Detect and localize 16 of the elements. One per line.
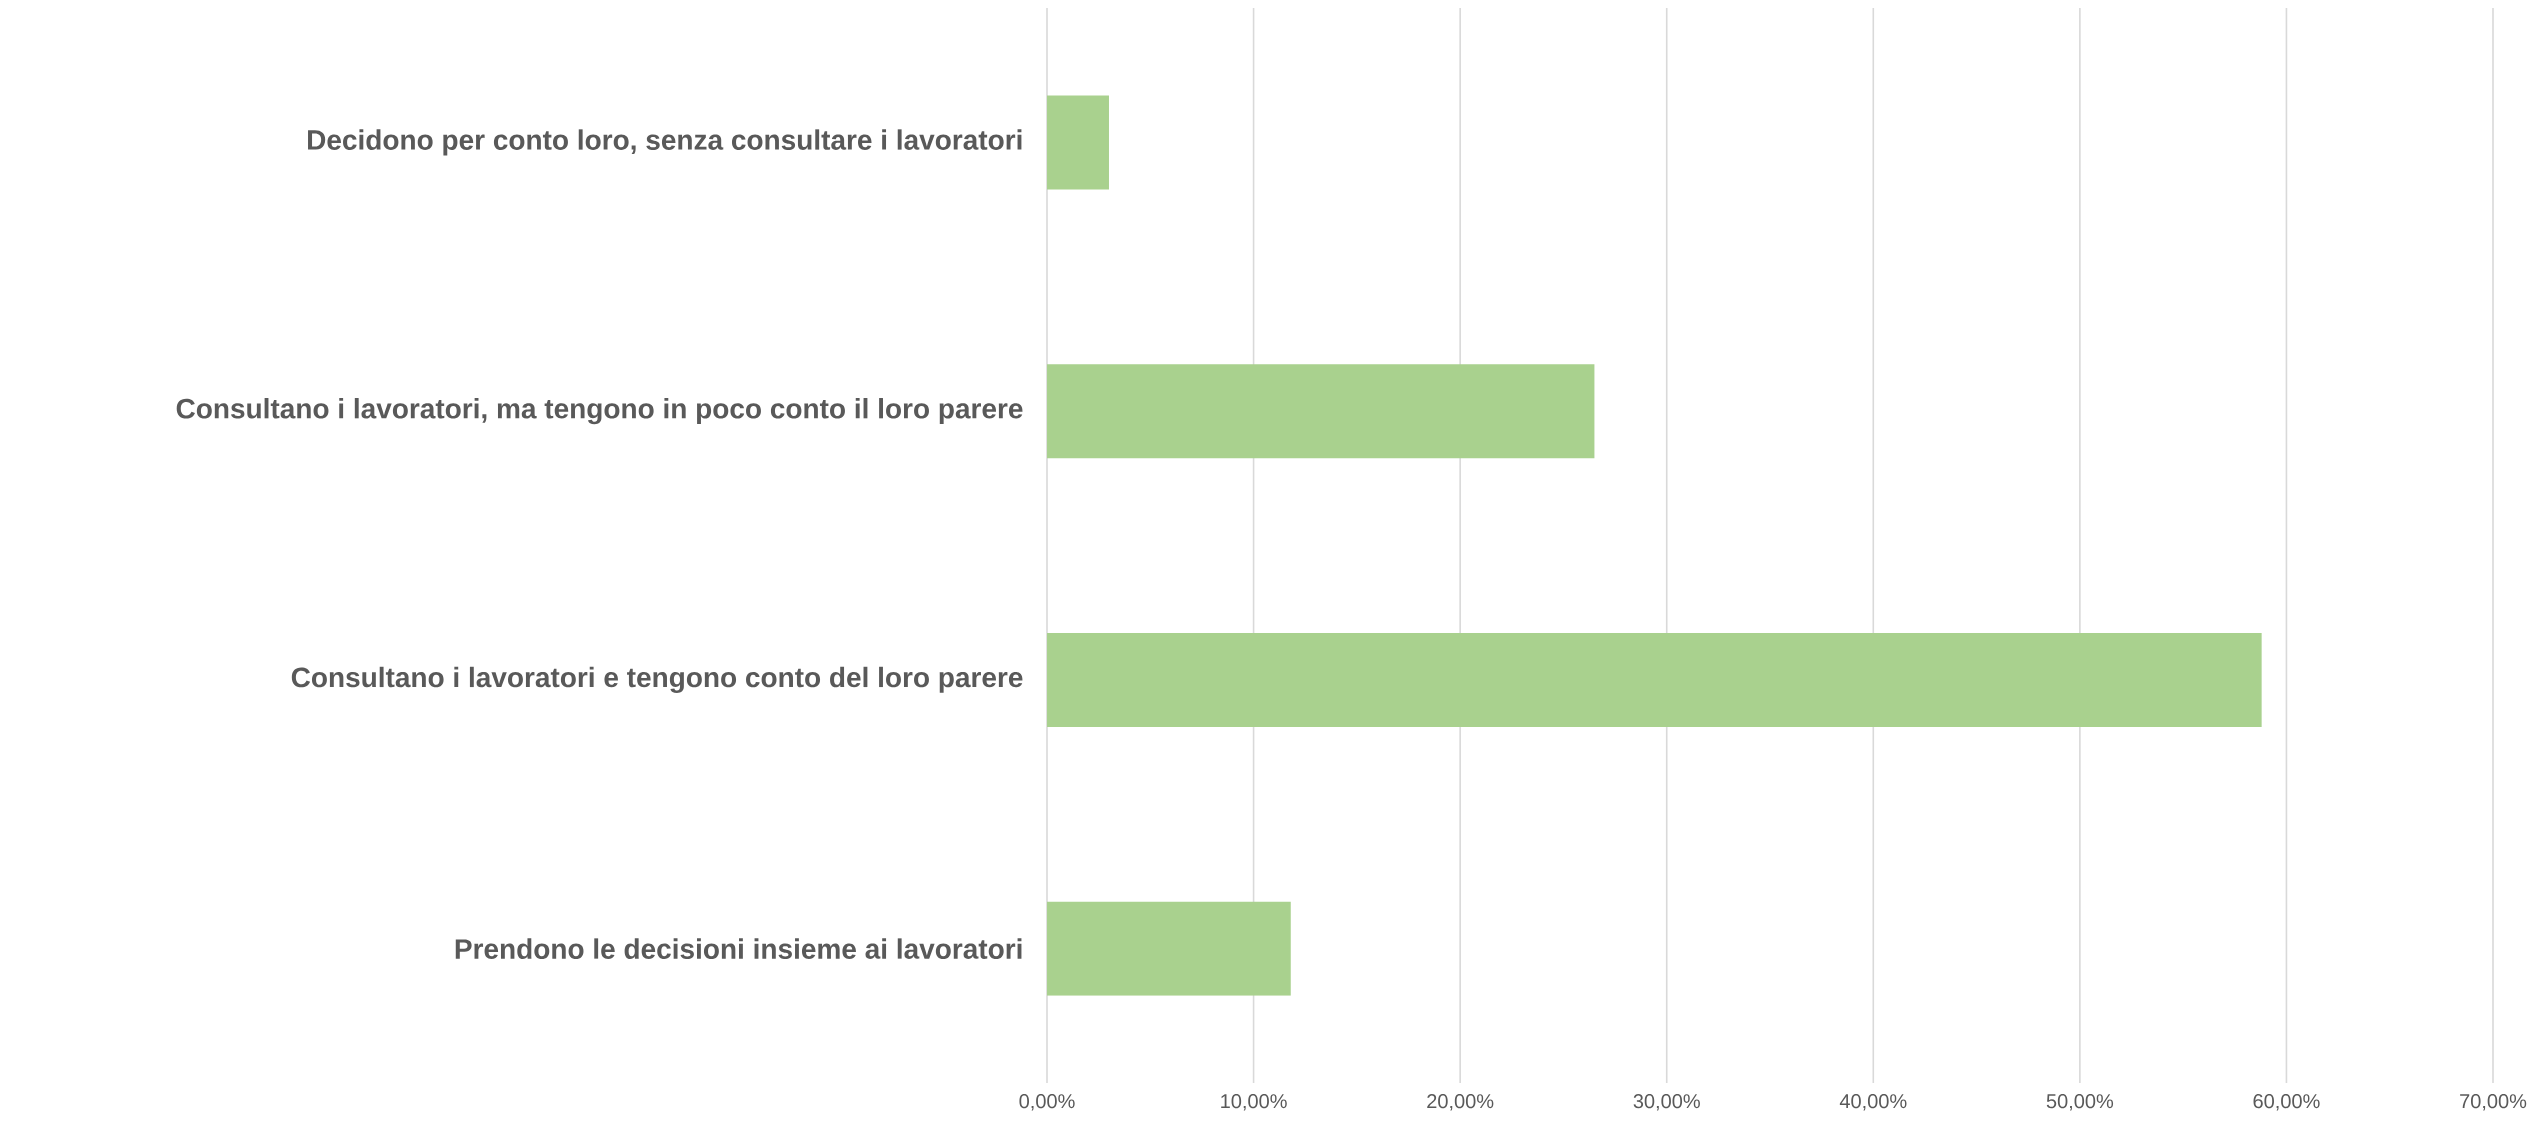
x-tick-label: 40,00%	[1839, 1094, 1907, 1111]
y-tick-label: Prendono le decisioni insieme ai lavoratori	[455, 938, 1022, 959]
bar	[1047, 901, 1291, 996]
x-tick-label: 10,00%	[1221, 1094, 1287, 1111]
x-tick-label: 0,00%	[1019, 1094, 1075, 1111]
x-tick-label: 20,00%	[1427, 1094, 1494, 1111]
y-tick-label: Decidono per conto loro, senza consultare i lavoratori	[308, 129, 1022, 156]
y-tick-label: Consultano i lavoratori, ma tengono in poco conto il loro parere	[176, 398, 1023, 425]
x-tick-label: 30,00%	[1633, 1094, 1700, 1111]
x-tick-label: 70,00%	[2460, 1094, 2527, 1111]
y-tick-label: Consultano i lavoratori e tengono conto del loro parere	[291, 666, 1023, 693]
x-tick-label: 50,00%	[2046, 1094, 2114, 1111]
bar	[1047, 632, 2262, 727]
bar	[1047, 364, 1595, 459]
bar	[1047, 95, 1109, 190]
x-tick-label: 60,00%	[2253, 1094, 2320, 1111]
